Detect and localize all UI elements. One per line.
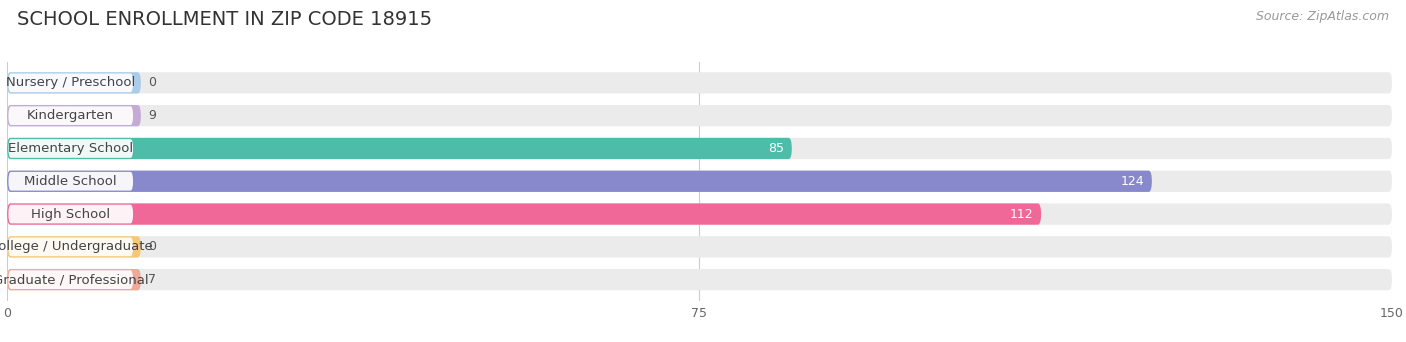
FancyBboxPatch shape: [7, 269, 1392, 290]
FancyBboxPatch shape: [7, 138, 792, 159]
Text: 112: 112: [1010, 208, 1033, 221]
FancyBboxPatch shape: [7, 72, 141, 93]
FancyBboxPatch shape: [8, 139, 134, 158]
FancyBboxPatch shape: [7, 171, 1392, 192]
FancyBboxPatch shape: [7, 105, 1392, 126]
Text: 9: 9: [148, 109, 156, 122]
FancyBboxPatch shape: [7, 236, 1392, 258]
FancyBboxPatch shape: [7, 171, 1152, 192]
FancyBboxPatch shape: [7, 203, 1392, 225]
Text: Nursery / Preschool: Nursery / Preschool: [6, 76, 135, 89]
Text: High School: High School: [31, 208, 110, 221]
Text: 7: 7: [148, 273, 156, 286]
FancyBboxPatch shape: [7, 138, 1392, 159]
FancyBboxPatch shape: [7, 203, 1040, 225]
Text: SCHOOL ENROLLMENT IN ZIP CODE 18915: SCHOOL ENROLLMENT IN ZIP CODE 18915: [17, 10, 432, 29]
Text: 85: 85: [769, 142, 785, 155]
FancyBboxPatch shape: [8, 270, 134, 289]
FancyBboxPatch shape: [8, 237, 134, 256]
FancyBboxPatch shape: [8, 172, 134, 190]
Text: 124: 124: [1121, 175, 1144, 188]
Text: 0: 0: [148, 240, 156, 253]
FancyBboxPatch shape: [7, 269, 141, 290]
Text: Source: ZipAtlas.com: Source: ZipAtlas.com: [1256, 10, 1389, 23]
FancyBboxPatch shape: [7, 105, 141, 126]
Text: Kindergarten: Kindergarten: [27, 109, 114, 122]
Text: Graduate / Professional: Graduate / Professional: [0, 273, 149, 286]
Text: Middle School: Middle School: [24, 175, 117, 188]
Text: College / Undergraduate: College / Undergraduate: [0, 240, 153, 253]
FancyBboxPatch shape: [8, 74, 134, 92]
FancyBboxPatch shape: [7, 72, 1392, 93]
Text: Elementary School: Elementary School: [8, 142, 134, 155]
FancyBboxPatch shape: [8, 106, 134, 125]
FancyBboxPatch shape: [7, 236, 141, 258]
Text: 0: 0: [148, 76, 156, 89]
FancyBboxPatch shape: [8, 205, 134, 223]
